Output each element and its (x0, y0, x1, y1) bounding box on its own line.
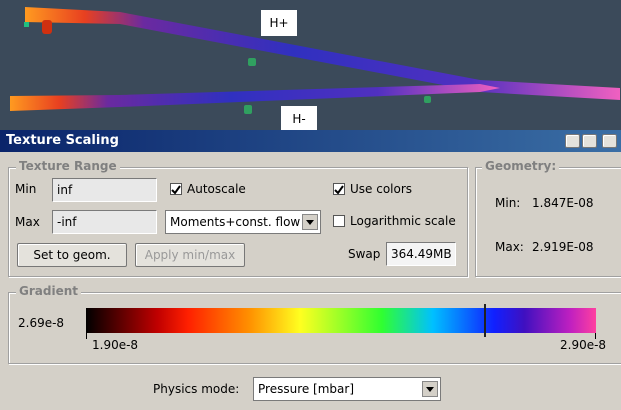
check-mark (334, 185, 344, 195)
gradient-cursor (484, 304, 486, 337)
label: Swap (348, 247, 380, 261)
label-h-plus: H+ (261, 10, 297, 36)
dropdown-arrow[interactable] (302, 214, 318, 230)
label: Max (15, 215, 40, 229)
gradient-max-label: 2.90e-8 (560, 338, 606, 352)
mode-dropdown[interactable]: Moments+const. flow (165, 210, 321, 234)
dropdown-value: Moments+const. flow (170, 215, 300, 229)
gradient-bar (86, 308, 596, 333)
button-disabled: Apply min/max (135, 243, 245, 267)
checkbox[interactable] (170, 183, 182, 195)
dropdown-arrow[interactable] (422, 381, 438, 397)
checkbox[interactable] (333, 215, 345, 227)
maximize-button[interactable] (582, 134, 597, 148)
gradient-min-label: 1.90e-8 (92, 338, 138, 352)
button[interactable]: Set to geom. (17, 243, 127, 267)
dropdown-value: Pressure [mbar] (258, 382, 354, 396)
close-button[interactable] (602, 134, 617, 148)
value: 2.919E-08 (532, 240, 594, 254)
min-input[interactable]: inf (52, 178, 157, 202)
physics-dropdown[interactable]: Pressure [mbar] (253, 377, 441, 401)
title-bar: Texture Scaling (0, 130, 621, 152)
cursor-value: 2.69e-8 (18, 316, 64, 330)
label: Min: (495, 196, 520, 210)
window-title: Texture Scaling (6, 133, 119, 148)
group-title: Geometry: (482, 159, 559, 173)
checkbox-label: Autoscale (187, 182, 246, 196)
group-title: Gradient (16, 284, 81, 298)
label-h-minus: H- (281, 106, 317, 130)
checkbox[interactable] (333, 183, 345, 195)
geometry-group (475, 167, 621, 277)
group-title: Texture Range (16, 159, 120, 173)
label: Physics mode: (153, 382, 239, 396)
swap-value: 364.49MB (386, 242, 456, 266)
check-mark (171, 185, 181, 195)
label: Min (15, 182, 36, 196)
max-input[interactable]: -inf (52, 210, 157, 234)
screen: H+ H- Texture Scaling Texture Range Min … (0, 0, 621, 410)
label: Max: (495, 240, 524, 254)
tick (86, 333, 87, 339)
checkbox-label: Use colors (350, 182, 412, 196)
checkbox-label: Logarithmic scale (350, 214, 456, 228)
minimize-button[interactable] (565, 134, 580, 148)
value: 1.847E-08 (532, 196, 594, 210)
